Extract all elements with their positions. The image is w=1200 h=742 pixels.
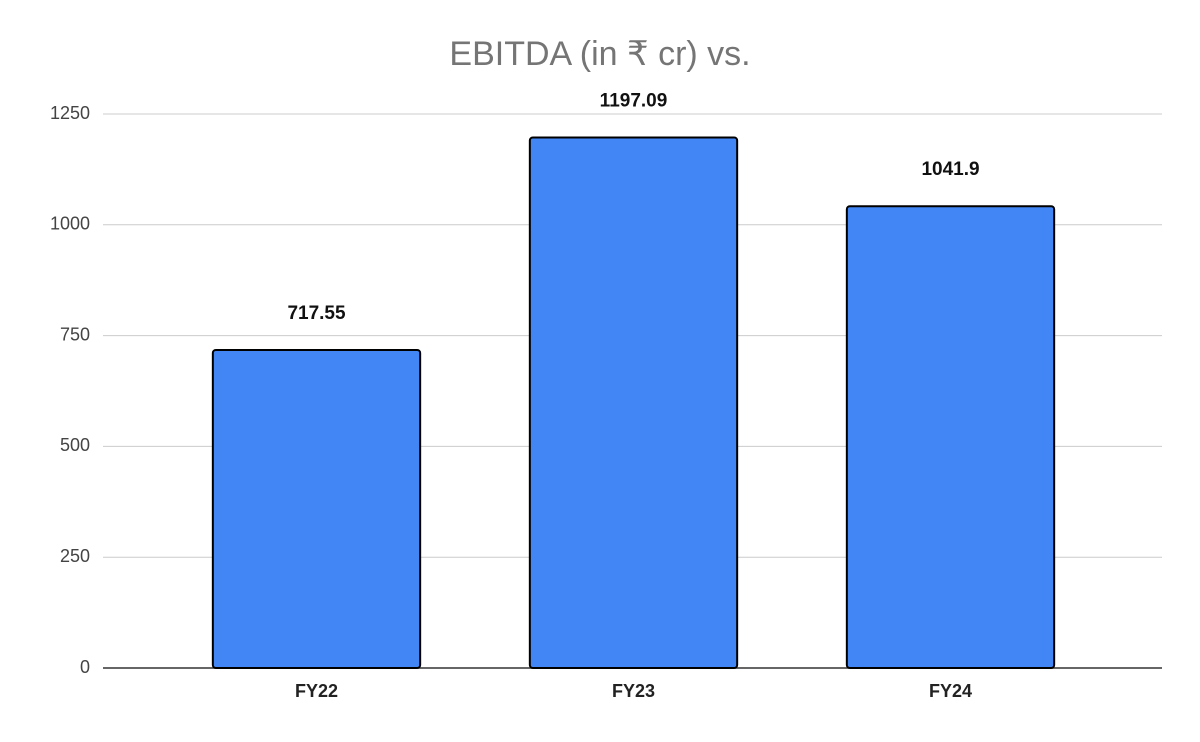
y-tick-label: 750 <box>60 324 90 344</box>
bar <box>528 136 739 669</box>
x-tick-label: FY22 <box>295 681 338 701</box>
y-tick-label: 500 <box>60 435 90 455</box>
chart-title: EBITDA (in ₹ cr) vs. <box>449 35 750 73</box>
value-label: 1041.9 <box>921 159 979 180</box>
bar <box>845 205 1056 669</box>
y-tick-label: 1250 <box>50 103 90 123</box>
bar <box>211 348 422 669</box>
value-label: 1197.09 <box>600 90 668 111</box>
y-tick-label: 1000 <box>50 214 90 234</box>
value-label: 717.55 <box>287 303 346 324</box>
y-tick-label: 0 <box>80 657 90 677</box>
x-tick-label: FY23 <box>612 681 655 701</box>
x-tick-label: FY24 <box>929 681 972 701</box>
y-tick-label: 250 <box>60 546 90 566</box>
